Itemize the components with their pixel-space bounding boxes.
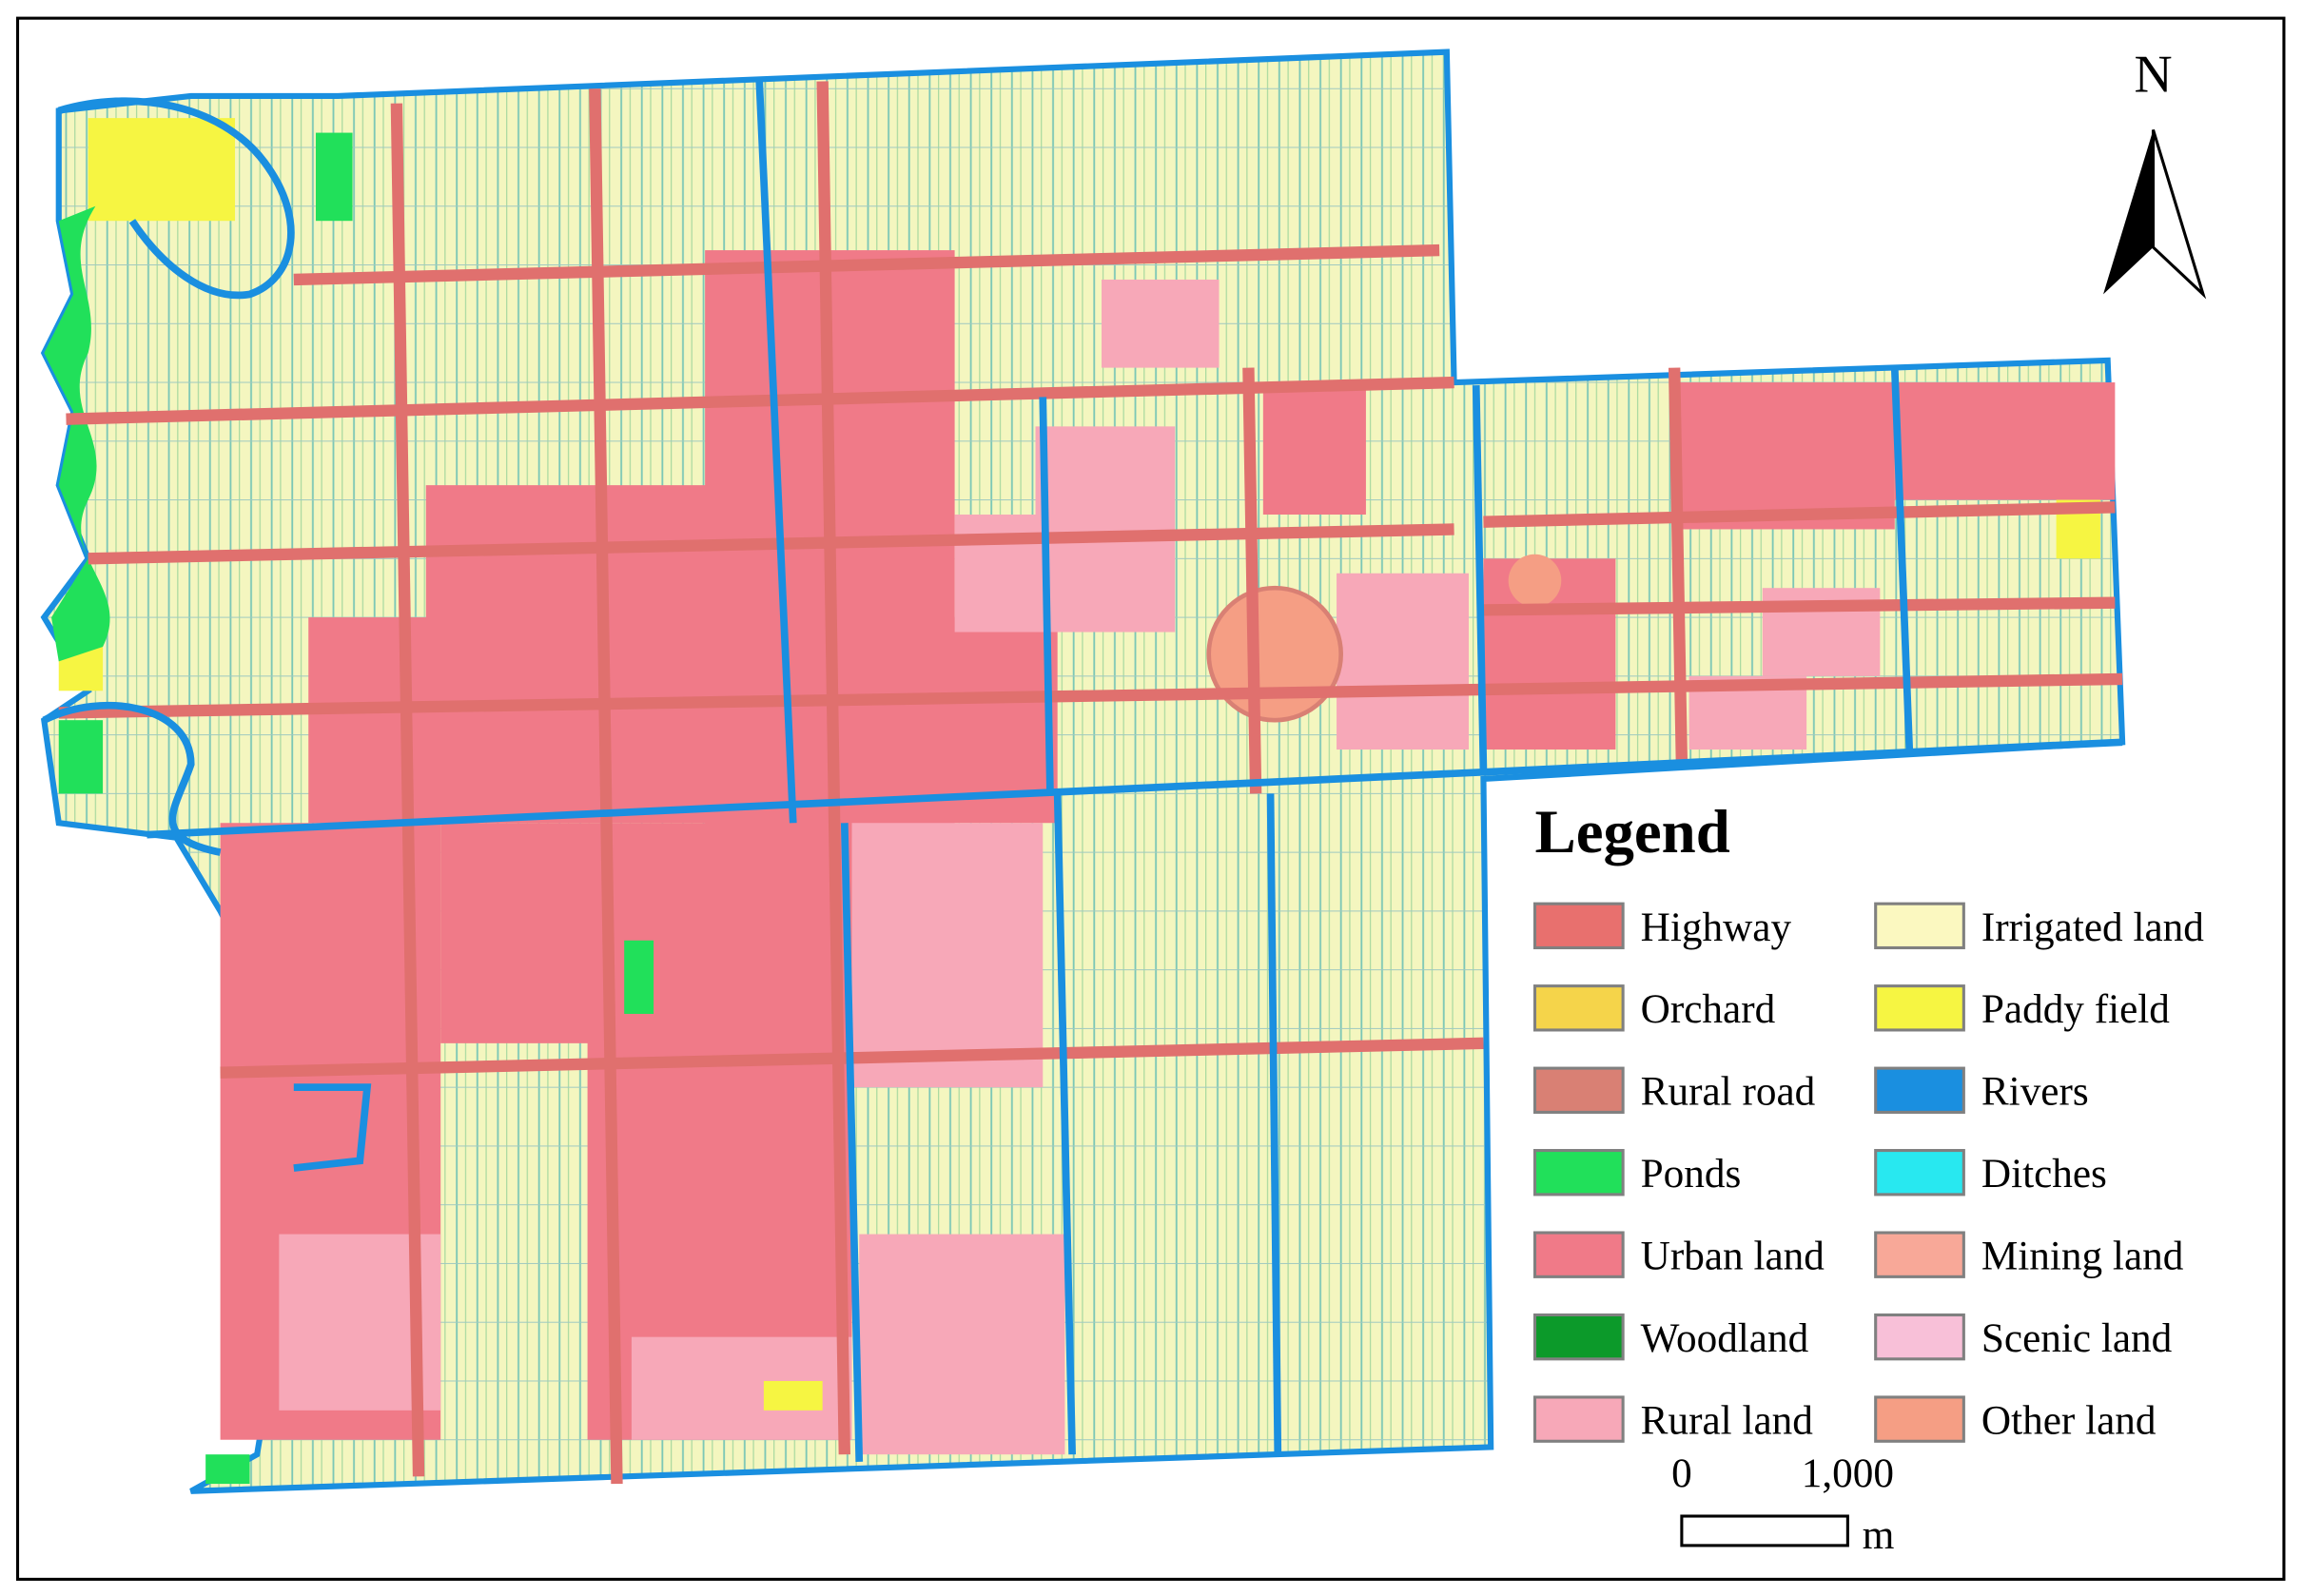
legend-swatch: [1532, 1313, 1625, 1361]
north-arrow: N: [2103, 45, 2207, 300]
scale-end: 1,000: [1802, 1450, 1894, 1496]
highways: [58, 81, 2123, 1485]
scale-rect: [1680, 1514, 1849, 1547]
legend-swatch: [1532, 902, 1625, 950]
other-land: [1206, 554, 1562, 723]
legend-label: Ditches: [1981, 1151, 2107, 1197]
arrow-left: [2103, 129, 2154, 295]
legend-swatch: [1532, 1149, 1625, 1197]
legend-swatch: [1874, 1231, 1965, 1278]
map-body: [40, 49, 2126, 1494]
paddy-areas: [58, 118, 2100, 1411]
legend-swatch: [1532, 1231, 1625, 1278]
legend-label: Mining land: [1981, 1234, 2184, 1279]
legend-label: Ponds: [1641, 1151, 1742, 1197]
legend-swatch: [1874, 1313, 1965, 1361]
legend-label: Woodland: [1641, 1315, 1809, 1361]
legend-swatch: [1874, 902, 1965, 950]
legend-swatch: [1874, 1395, 1965, 1443]
legend-title: Legend: [1534, 798, 1729, 866]
legend-label: Scenic land: [1981, 1315, 2173, 1361]
north-label: N: [2134, 45, 2172, 104]
scale-start: 0: [1671, 1450, 1692, 1496]
legend-swatch: [1532, 1395, 1625, 1443]
legend-label: Rural land: [1641, 1398, 1814, 1444]
legend-label: Rivers: [1981, 1069, 2089, 1115]
arrow-right: [2151, 129, 2207, 300]
legend-label: Paddy field: [1981, 986, 2170, 1032]
legend-swatch: [1874, 984, 1965, 1032]
legend-swatch: [1532, 1066, 1625, 1114]
legend-label: Highway: [1641, 905, 1792, 950]
legend-label: Other land: [1981, 1398, 2157, 1444]
legend-label: Orchard: [1641, 986, 1776, 1032]
legend-label: Urban land: [1641, 1234, 1825, 1279]
scale-bar: 0 1,000 m: [1671, 1450, 1894, 1558]
scale-unit: m: [1863, 1512, 1895, 1558]
legend-swatch: [1532, 984, 1625, 1032]
rivers: [42, 81, 2123, 1462]
pond-areas: [44, 132, 654, 1485]
legend-swatch: [1874, 1066, 1965, 1114]
legend-swatch: [1874, 1149, 1965, 1197]
legend-label: Irrigated land: [1981, 905, 2204, 950]
legend-label: Rural road: [1641, 1069, 1816, 1115]
legend: Legend Highway Orchard Rural road Ponds Urba…: [1532, 798, 2204, 1444]
